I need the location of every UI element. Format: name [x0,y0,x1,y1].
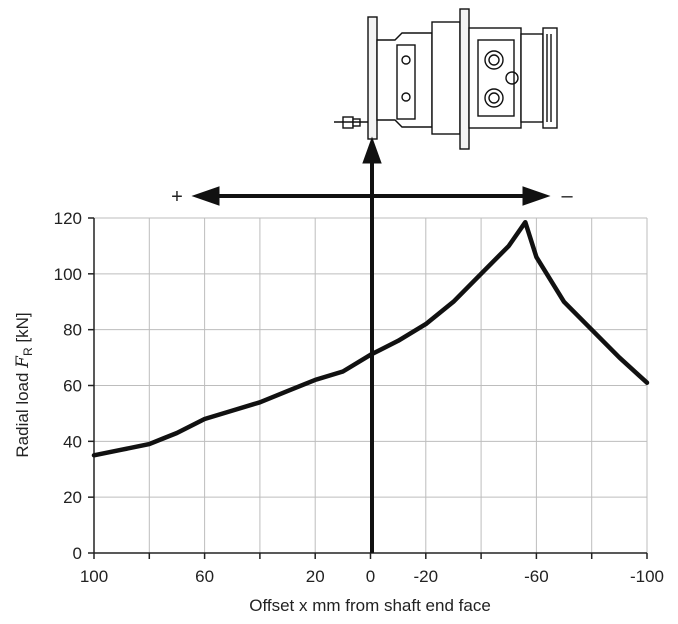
y-axis-title-symbol: F [13,355,33,369]
right-arrowhead [522,186,551,206]
x-tick-label: 100 [80,567,108,586]
left-arrowhead [191,186,220,206]
x-tick-label: 0 [366,567,375,586]
y-tick-label: 100 [54,265,82,284]
x-tick-label: 60 [195,567,214,586]
x-tick-label: -20 [414,567,439,586]
axes [88,217,648,559]
y-tick-label: 40 [63,432,82,451]
y-tick-label: 20 [63,488,82,507]
y-tick-label: 80 [63,321,82,340]
y-axis-title-unit: [kN] [13,312,32,347]
y-axis-title: Radial load FR [kN] [13,312,35,457]
x-tick-label: -100 [630,567,664,586]
y-tick-label: 120 [54,209,82,228]
direction-arrows [191,136,551,553]
y-axis-title-main: Radial load [13,368,32,458]
x-tick-label: 20 [306,567,325,586]
minus-direction-label: – [561,185,573,207]
plus-direction-label: + [171,186,183,208]
y-tick-label: 60 [63,377,82,396]
y-axis-title-subscript: R [21,347,35,356]
up-arrowhead [362,136,382,164]
y-tick-label: 0 [73,544,82,563]
x-axis-title: Offset x mm from shaft end face [249,596,491,615]
x-tick-label: -60 [524,567,549,586]
tick-labels: 0 20 40 60 80 100 120 100 60 20 0 -20 -60 -100 [54,209,664,586]
hydraulic-motor-illustration [334,8,558,150]
